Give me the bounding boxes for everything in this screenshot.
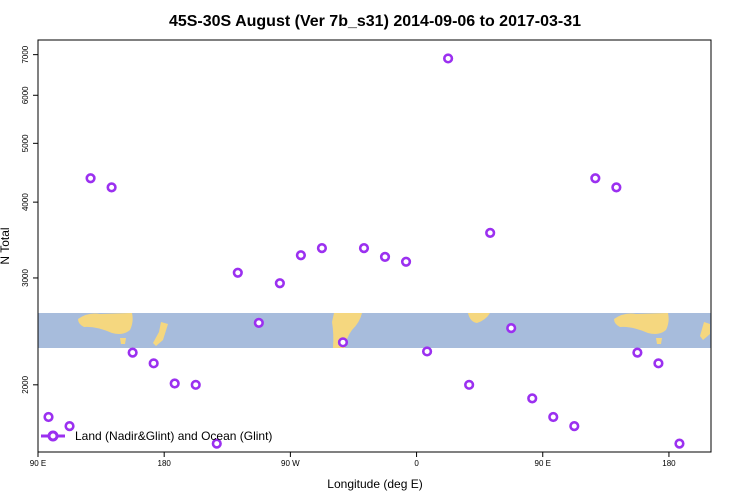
data-point xyxy=(506,323,517,334)
world-map-strip xyxy=(38,313,711,348)
data-point xyxy=(653,358,664,369)
land-new-zealand xyxy=(153,322,168,346)
data-point xyxy=(443,53,454,64)
data-point xyxy=(485,227,496,238)
data-point xyxy=(127,347,138,358)
y-axis-label: N Total xyxy=(0,227,12,264)
y-axis: 2000 3000 4000 5000 6000 7000 xyxy=(21,45,38,394)
data-point xyxy=(43,411,54,423)
data-point xyxy=(232,267,243,278)
data-point xyxy=(421,346,433,357)
data-point xyxy=(590,173,601,184)
x-tick-label: 0 xyxy=(414,459,419,468)
data-point xyxy=(548,411,559,423)
land-tasmania-repeat xyxy=(656,338,662,344)
legend: Land (Nadir&Glint) and Ocean (Glint) xyxy=(41,429,272,443)
y-tick-label: 6000 xyxy=(21,86,30,104)
y-tick-label: 4000 xyxy=(21,193,30,211)
y-tick-label: 2000 xyxy=(21,375,30,393)
x-axis: 90 E 180 90 W 0 90 E 180 xyxy=(30,452,676,468)
y-tick-label: 5000 xyxy=(21,134,30,152)
land-new-zealand-repeat xyxy=(700,322,710,340)
data-point xyxy=(169,378,180,389)
land-australia-repeat xyxy=(614,313,669,334)
data-point xyxy=(253,317,264,328)
data-point xyxy=(569,421,580,432)
data-point xyxy=(148,358,159,369)
x-tick-label: 180 xyxy=(662,459,676,468)
data-point xyxy=(190,379,201,390)
data-point xyxy=(464,379,475,390)
y-tick-label: 7000 xyxy=(21,45,30,63)
chart-title: 45S-30S August (Ver 7b_s31) 2014-09-06 t… xyxy=(169,13,581,30)
land-africa xyxy=(468,313,490,323)
legend-label: Land (Nadir&Glint) and Ocean (Glint) xyxy=(75,429,272,443)
data-point xyxy=(337,337,349,348)
x-tick-label: 90 E xyxy=(535,459,551,468)
data-point xyxy=(527,393,538,404)
data-point xyxy=(611,182,622,193)
data-point xyxy=(379,251,391,262)
land-australia xyxy=(78,313,133,334)
data-point xyxy=(64,421,75,432)
data-point xyxy=(274,278,285,289)
data-point xyxy=(632,347,643,358)
data-point xyxy=(400,256,412,267)
x-tick-label: 90 W xyxy=(281,459,300,468)
data-point xyxy=(295,250,306,261)
legend-marker xyxy=(47,430,59,442)
data-point xyxy=(674,438,685,449)
data-point xyxy=(316,242,328,254)
data-point xyxy=(85,173,96,184)
land-tasmania xyxy=(120,338,126,344)
data-point xyxy=(106,182,117,193)
x-axis-label: Longitude (deg E) xyxy=(327,477,422,491)
ocean-band xyxy=(38,313,711,348)
y-tick-label: 3000 xyxy=(21,269,30,287)
data-point xyxy=(211,438,222,449)
data-point xyxy=(358,242,370,254)
plot-frame xyxy=(37,39,712,453)
x-tick-label: 180 xyxy=(158,459,172,468)
data-points xyxy=(43,53,685,449)
x-tick-label: 90 E xyxy=(30,459,46,468)
